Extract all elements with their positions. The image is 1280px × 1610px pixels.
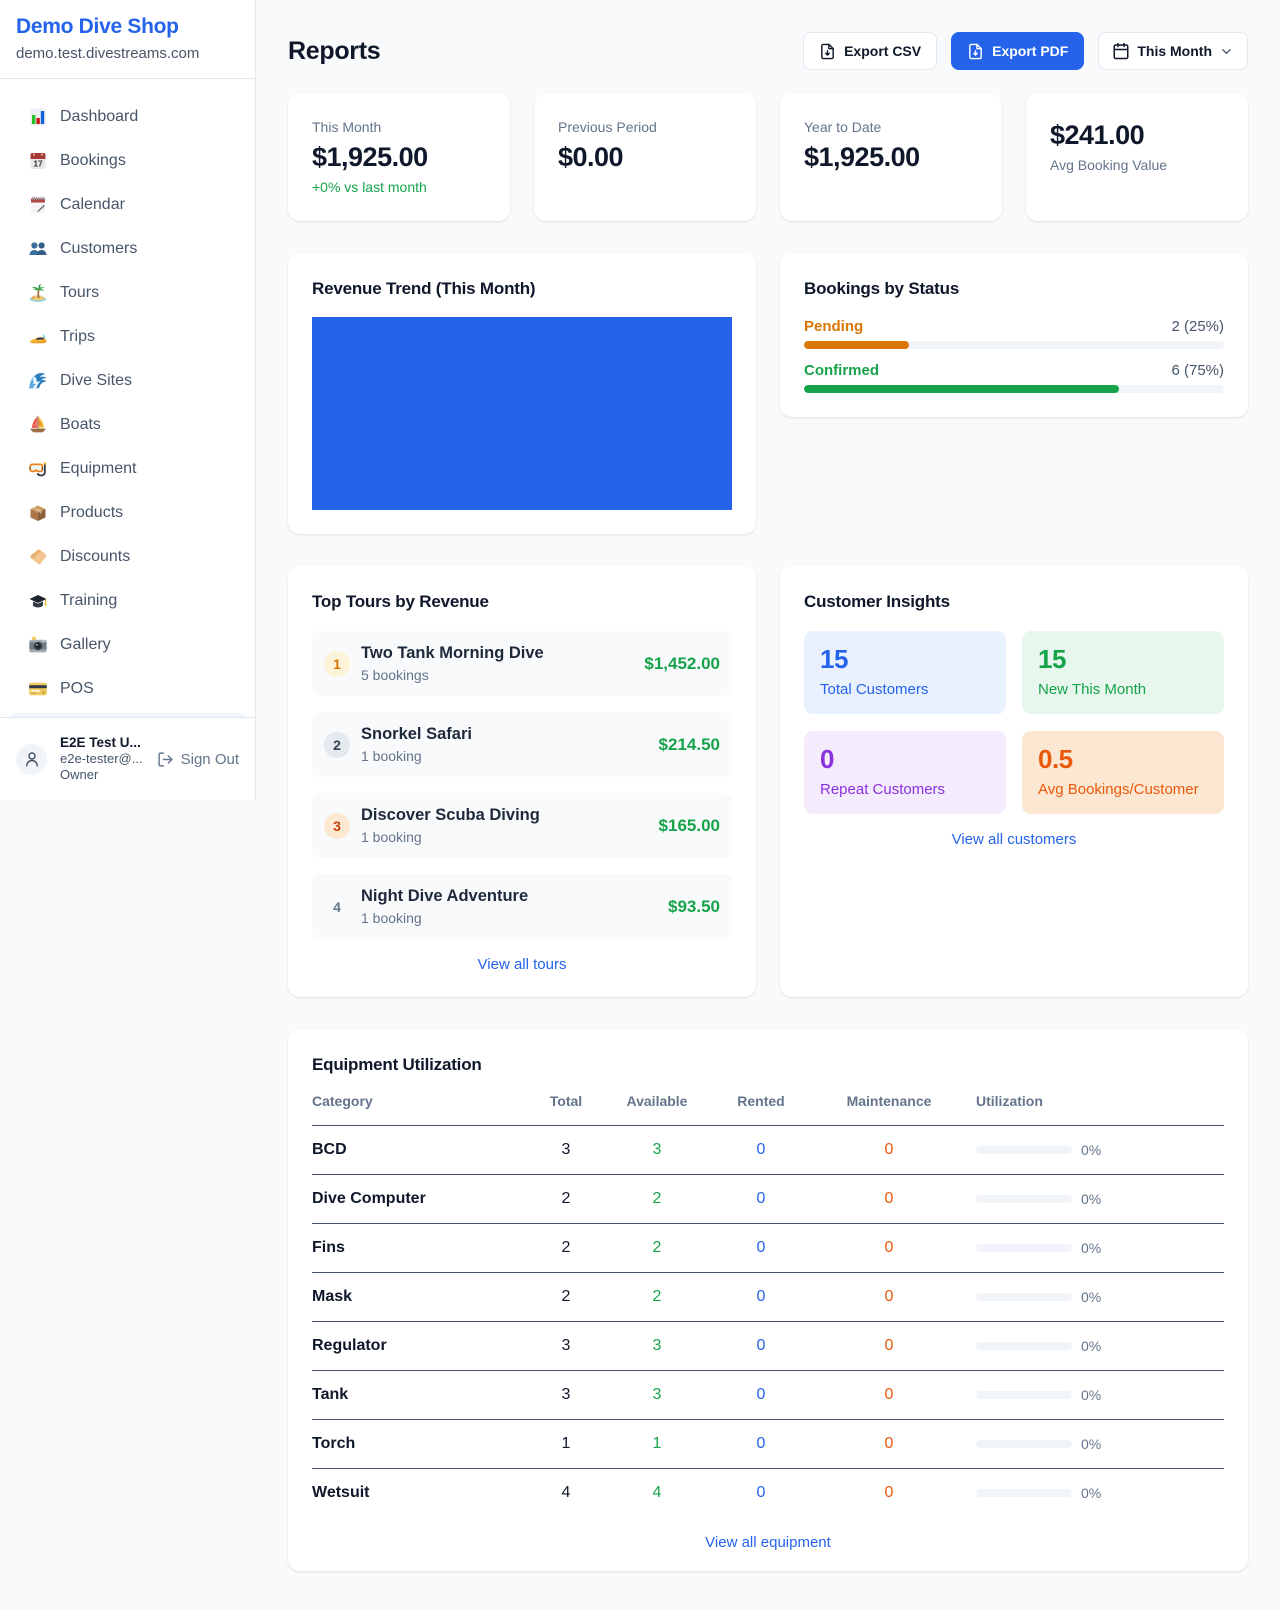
svg-text:17: 17 [33, 159, 43, 169]
